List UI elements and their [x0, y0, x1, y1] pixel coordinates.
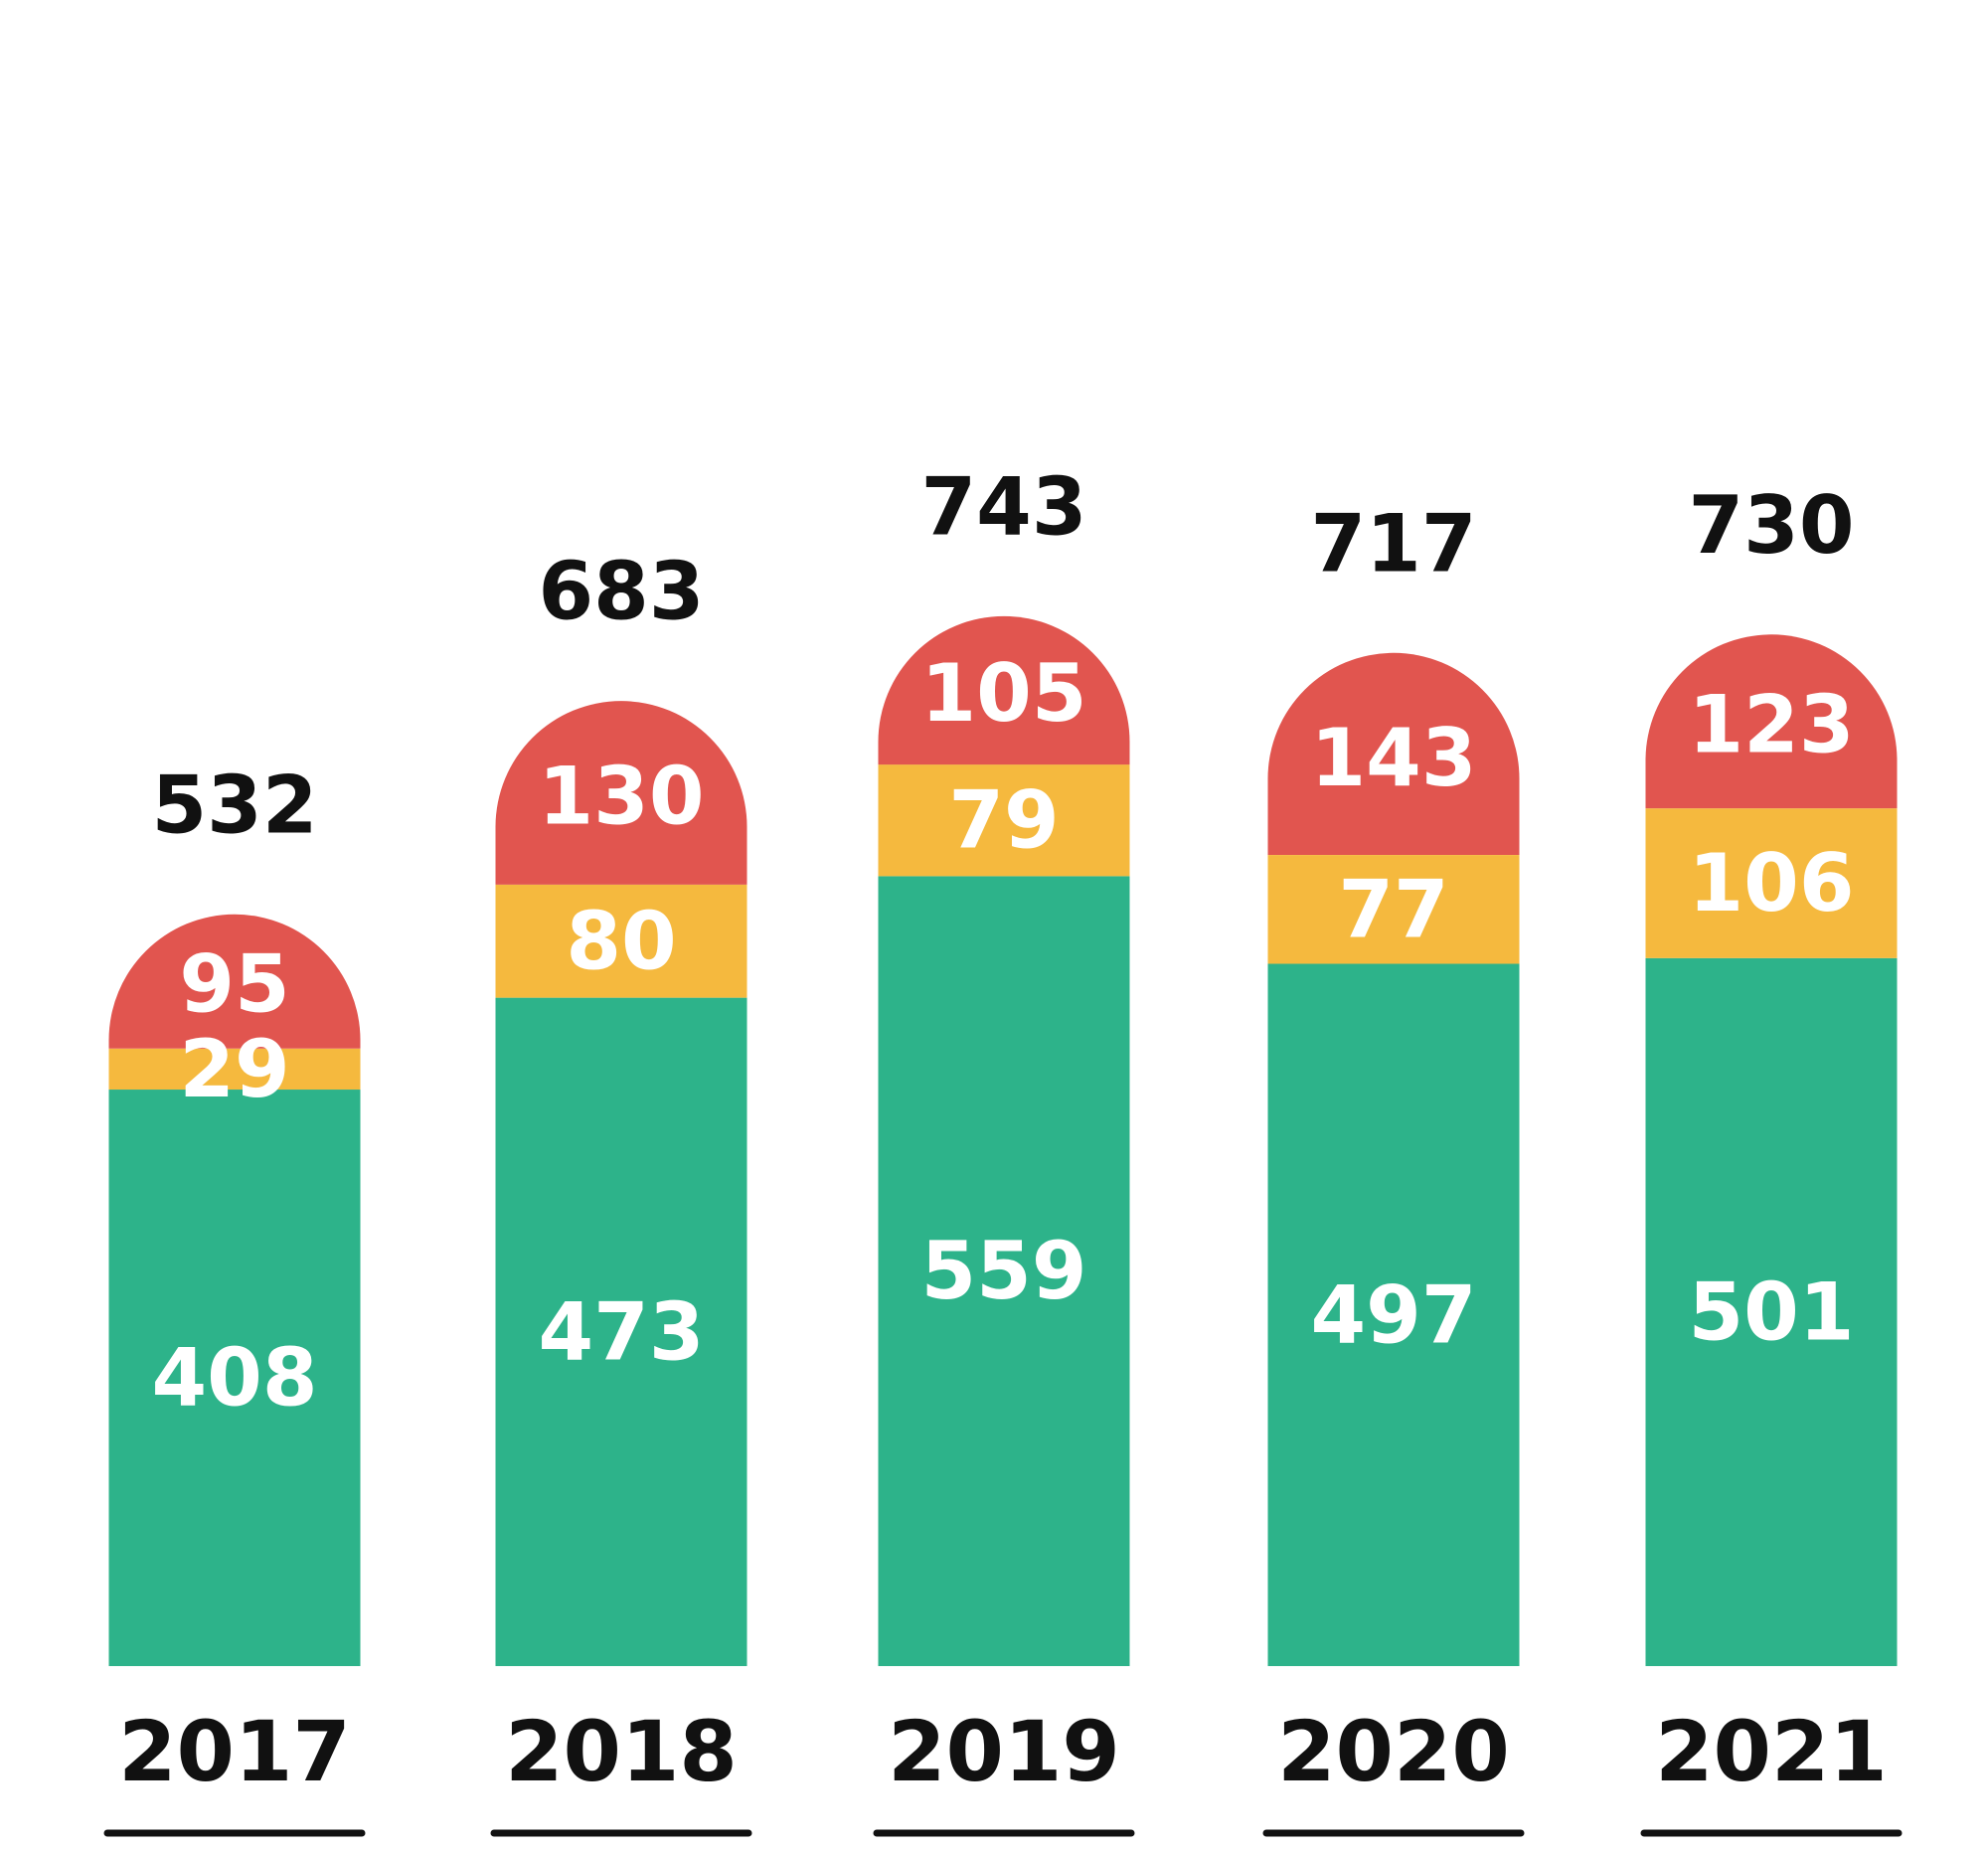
segment-value-label: 123 [1689, 679, 1855, 771]
segment-value-label: 79 [948, 774, 1059, 867]
bar-segment-2018-1 [495, 884, 747, 998]
segment-value-label: 559 [921, 1225, 1087, 1317]
total-value-label: 683 [539, 546, 705, 638]
segment-value-label: 105 [921, 647, 1087, 740]
bar-segment-2017-1 [108, 1048, 361, 1091]
segment-value-label: 106 [1689, 837, 1855, 929]
x-tick-label: 2018 [505, 1703, 738, 1800]
bar-segment-2021-0 [1645, 957, 1898, 1666]
bar-segment-2019-2 [878, 615, 1130, 765]
bar-segment-2020-0 [1267, 963, 1520, 1666]
segment-value-label: 130 [539, 751, 705, 843]
segment-value-label: 408 [152, 1332, 318, 1425]
total-value-label: 743 [921, 460, 1087, 553]
bar-segment-2018-2 [495, 701, 747, 885]
bar-segment-2019-0 [878, 876, 1130, 1666]
segment-value-label: 77 [1338, 863, 1448, 955]
bar-segment-2020-1 [1267, 855, 1520, 964]
bar-segment-2021-2 [1645, 634, 1898, 809]
segment-value-label: 497 [1311, 1268, 1477, 1361]
segment-value-label: 501 [1689, 1265, 1855, 1358]
total-value-label: 532 [152, 758, 318, 851]
bar-segment-2017-0 [108, 1090, 361, 1666]
bar-segment-2018-0 [495, 997, 747, 1666]
bar-segment-2020-2 [1267, 652, 1520, 856]
total-value-label: 730 [1689, 479, 1855, 572]
category-axis: 2017 2018 2019 2020 2021 [103, 1703, 1903, 1837]
total-value-label: 717 [1311, 497, 1477, 589]
bar-segment-2021-1 [1645, 808, 1898, 958]
bar-segment-2017-2 [108, 914, 361, 1049]
segment-value-label: 473 [539, 1285, 705, 1378]
segment-value-label: 29 [179, 1023, 289, 1115]
x-tick-label: 2021 [1655, 1703, 1888, 1800]
segment-value-label: 95 [179, 937, 289, 1030]
x-tick-label: 2020 [1277, 1703, 1510, 1800]
x-tick-label: 2019 [888, 1703, 1120, 1800]
bar-segment-2019-1 [878, 764, 1130, 877]
bars-layer [108, 615, 1898, 1666]
segment-value-label: 143 [1311, 712, 1477, 804]
segment-value-label: 80 [566, 895, 676, 987]
x-tick-label: 2017 [118, 1703, 351, 1800]
